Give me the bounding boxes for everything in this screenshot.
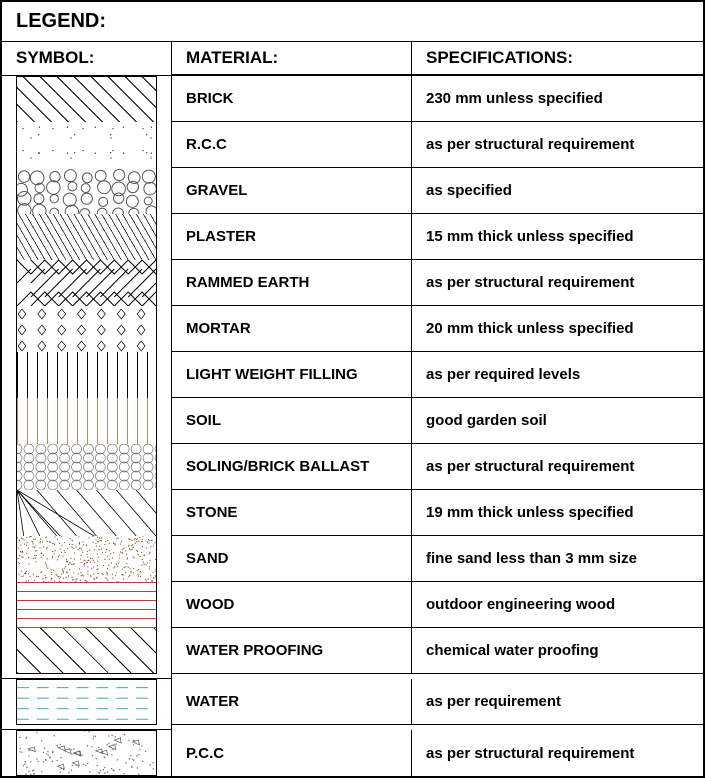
spec-cell: 15 mm thick unless specified: [412, 214, 703, 260]
material-cell: WOOD: [172, 582, 412, 628]
symbol-cell: [2, 168, 172, 214]
material-cell: SAND: [172, 536, 412, 582]
material-cell: RAMMED EARTH: [172, 260, 412, 306]
swatch-specks: [16, 122, 157, 168]
legend-title: LEGEND:: [2, 2, 703, 42]
swatch-stone: [16, 490, 157, 536]
swatch-wood: [16, 582, 157, 628]
symbol-cell: [2, 730, 172, 776]
spec-cell: good garden soil: [412, 398, 703, 444]
material-cell: WATER: [172, 679, 412, 725]
symbol-cell: [2, 352, 172, 398]
legend-row: GRAVELas specified: [2, 168, 703, 214]
material-cell: P.C.C: [172, 730, 412, 776]
swatch-gravel: [16, 168, 157, 214]
swatch-soil: [16, 398, 157, 444]
legend-row: P.C.Cas per structural requirement: [2, 730, 703, 776]
material-cell: SOIL: [172, 398, 412, 444]
symbol-cell: [2, 260, 172, 306]
spec-cell: fine sand less than 3 mm size: [412, 536, 703, 582]
swatch-lwf: [16, 352, 157, 398]
legend-row: PLASTER15 mm thick unless specified: [2, 214, 703, 260]
legend-row: WOODoutdoor engineering wood: [2, 582, 703, 628]
legend-header-row: SYMBOL: MATERIAL: SPECIFICATIONS:: [2, 42, 703, 76]
spec-cell: as per required levels: [412, 352, 703, 398]
swatch-plaster: [16, 214, 157, 260]
spec-cell: 19 mm thick unless specified: [412, 490, 703, 536]
swatch-sand: [16, 536, 157, 582]
spec-cell: as specified: [412, 168, 703, 214]
symbol-cell: [2, 679, 172, 725]
spec-cell: chemical water proofing: [412, 628, 703, 674]
symbol-cell: [2, 306, 172, 352]
legend-rows: BRICK230 mm unless specifiedR.C.Cas per …: [2, 76, 703, 776]
material-cell: WATER PROOFING: [172, 628, 412, 674]
swatch-mortar: [16, 306, 157, 352]
material-cell: GRAVEL: [172, 168, 412, 214]
symbol-cell: [2, 582, 172, 628]
material-cell: STONE: [172, 490, 412, 536]
legend-row: LIGHT WEIGHT FILLINGas per required leve…: [2, 352, 703, 398]
swatch-soling: [16, 444, 157, 490]
legend-row: SOILgood garden soil: [2, 398, 703, 444]
spec-cell: outdoor engineering wood: [412, 582, 703, 628]
header-symbol: SYMBOL:: [2, 42, 172, 75]
spec-cell: as per structural requirement: [412, 260, 703, 306]
material-cell: PLASTER: [172, 214, 412, 260]
swatch-diag45: [16, 76, 157, 122]
material-cell: SOLING/BRICK BALLAST: [172, 444, 412, 490]
swatch-rammed: [16, 260, 157, 306]
symbol-cell: [2, 536, 172, 582]
spec-cell: as per structural requirement: [412, 444, 703, 490]
legend-row: WATER PROOFINGchemical water proofing: [2, 628, 703, 674]
legend-row: WATERas per requirement: [2, 679, 703, 725]
material-cell: MORTAR: [172, 306, 412, 352]
header-material: MATERIAL:: [172, 42, 412, 75]
symbol-cell: [2, 398, 172, 444]
symbol-cell: [2, 76, 172, 122]
material-cell: LIGHT WEIGHT FILLING: [172, 352, 412, 398]
spec-cell: as per structural requirement: [412, 122, 703, 168]
material-cell: R.C.C: [172, 122, 412, 168]
legend-row: MORTAR20 mm thick unless specified: [2, 306, 703, 352]
header-spec: SPECIFICATIONS:: [412, 42, 703, 75]
symbol-cell: [2, 122, 172, 168]
symbol-cell: [2, 444, 172, 490]
swatch-pcc: [16, 730, 157, 776]
legend-container: LEGEND: SYMBOL: MATERIAL: SPECIFICATIONS…: [0, 0, 705, 778]
swatch-wp: [16, 628, 157, 674]
symbol-cell: [2, 490, 172, 536]
swatch-water: [16, 679, 157, 725]
legend-row: R.C.Cas per structural requirement: [2, 122, 703, 168]
material-cell: BRICK: [172, 76, 412, 122]
legend-row: BRICK230 mm unless specified: [2, 76, 703, 122]
spec-cell: as per structural requirement: [412, 730, 703, 776]
spec-cell: 230 mm unless specified: [412, 76, 703, 122]
symbol-cell: [2, 214, 172, 260]
spec-cell: as per requirement: [412, 679, 703, 725]
legend-row: SOLING/BRICK BALLASTas per structural re…: [2, 444, 703, 490]
legend-row: SANDfine sand less than 3 mm size: [2, 536, 703, 582]
legend-row: STONE19 mm thick unless specified: [2, 490, 703, 536]
symbol-cell: [2, 628, 172, 674]
spec-cell: 20 mm thick unless specified: [412, 306, 703, 352]
legend-row: RAMMED EARTHas per structural requiremen…: [2, 260, 703, 306]
